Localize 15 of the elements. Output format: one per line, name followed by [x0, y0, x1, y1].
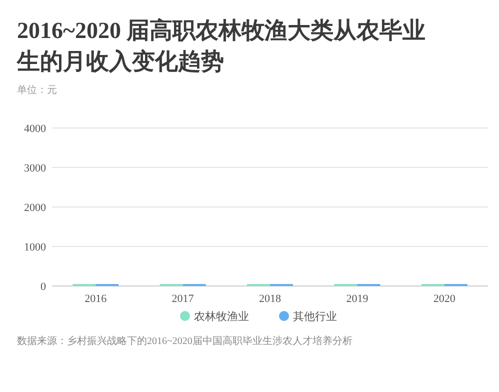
x-tick-label: 2019: [346, 293, 369, 305]
chart-subtitle: 单位：元: [17, 84, 57, 96]
x-tick-label: 2018: [259, 293, 282, 305]
legend-label: 其他行业: [293, 310, 337, 323]
source-note: 数据来源：乡村振兴战略下的2016~2020届中国高职毕业生涉农人才培养分析: [17, 335, 352, 347]
y-tick-label: 0: [40, 281, 46, 293]
y-tick-label: 4000: [24, 123, 46, 135]
y-tick-label: 2000: [24, 202, 46, 214]
x-tick-label: 2020: [433, 293, 456, 305]
y-tick-label: 3000: [24, 162, 46, 174]
x-tick-label: 2016: [84, 293, 108, 305]
chart-title: 2016~2020 届高职农林牧渔大类从农毕业生的月收入变化趋势: [16, 17, 426, 74]
legend-label: 农林牧渔业: [194, 310, 249, 323]
y-tick-label: 1000: [24, 242, 46, 254]
x-tick-label: 2017: [172, 293, 194, 305]
